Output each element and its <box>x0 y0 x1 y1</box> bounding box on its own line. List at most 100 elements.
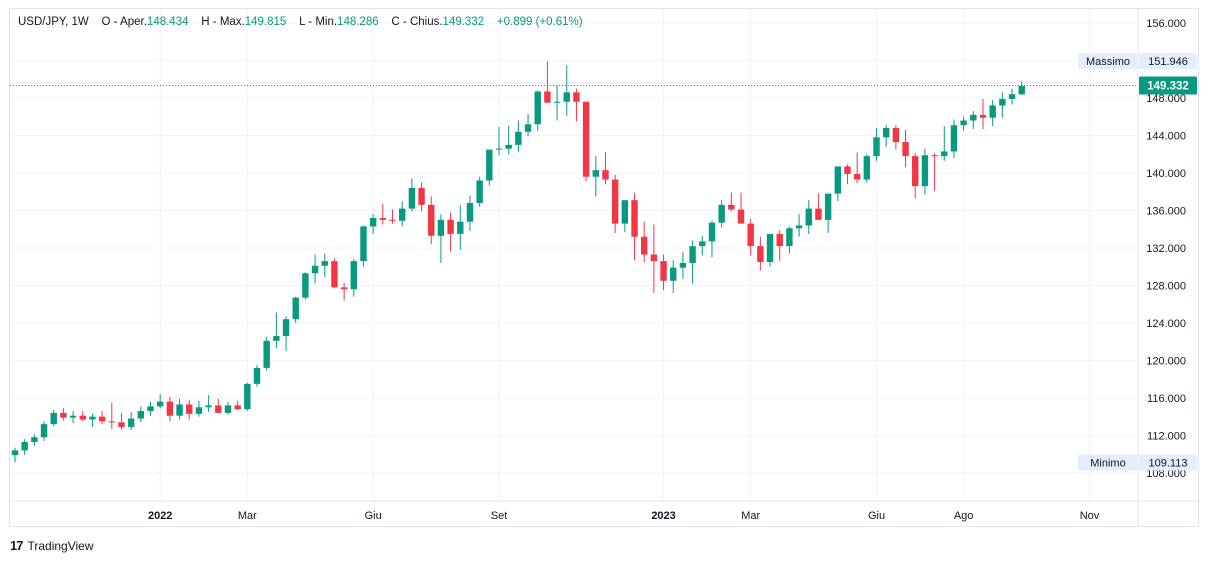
candle <box>98 411 106 425</box>
candle-body <box>215 405 222 413</box>
candle-body <box>408 187 416 209</box>
x-tick-label: Giu <box>365 510 382 522</box>
candle-body <box>718 204 725 223</box>
candle-body <box>205 405 212 408</box>
candle <box>582 101 590 182</box>
candle-body <box>534 91 541 125</box>
brand-name: TradingView <box>27 538 94 553</box>
candle <box>573 88 580 122</box>
candle-body <box>689 246 696 263</box>
candle-body <box>147 406 154 412</box>
candle <box>224 401 232 415</box>
candle-body <box>650 254 658 262</box>
x-tick-label: Giu <box>868 510 885 522</box>
legend-symbol[interactable]: USD/JPY, 1W <box>18 16 89 28</box>
candle <box>553 85 561 121</box>
candle <box>302 272 309 300</box>
candle-body <box>786 228 793 247</box>
price-axis[interactable]: 156.000152.000148.000144.000140.000136.0… <box>1078 18 1197 480</box>
candle <box>147 401 154 416</box>
legend-close-value: 149.332 <box>442 16 485 28</box>
candle-body <box>941 151 948 157</box>
candle-body <box>592 170 599 177</box>
candle-body <box>524 124 532 132</box>
candle-body <box>999 98 1006 106</box>
ohlc-legend: USD/JPY, 1W O - Aper.148.434 H - Max.149… <box>18 16 583 28</box>
candle <box>863 154 871 183</box>
candle <box>902 129 909 168</box>
candle <box>137 406 145 423</box>
candle-body <box>340 287 348 290</box>
candle <box>621 200 629 233</box>
candle <box>805 200 812 234</box>
candle-body <box>224 405 232 413</box>
candle-body <box>311 265 319 274</box>
candle <box>311 254 319 284</box>
candle <box>699 235 706 256</box>
candle <box>776 230 783 262</box>
candle-body <box>757 246 764 263</box>
candle <box>379 203 387 225</box>
chart-frame: 149.332 156.000152.000148.000144.000140.… <box>9 8 1199 527</box>
candle-body <box>253 367 261 384</box>
candle <box>79 411 86 422</box>
candle <box>660 254 667 291</box>
candle-body <box>1018 85 1025 95</box>
candle-body <box>495 148 503 150</box>
candle-body <box>292 297 299 320</box>
candle <box>641 221 648 263</box>
candle-body <box>631 200 638 237</box>
candle-body <box>360 226 367 262</box>
candle-body <box>641 236 648 255</box>
candle <box>534 90 541 131</box>
candle <box>118 412 125 430</box>
candlestick-chart[interactable]: 149.332 156.000152.000148.000144.000140.… <box>10 9 1198 526</box>
candle <box>292 296 299 323</box>
candle <box>408 178 416 212</box>
y-tick-label: 120.000 <box>1146 355 1186 367</box>
candle <box>960 116 967 131</box>
candle <box>273 312 280 349</box>
candle <box>476 176 483 207</box>
candle-body <box>912 156 919 187</box>
candle <box>670 260 677 293</box>
candle-body <box>127 418 135 427</box>
candle-body <box>766 233 774 263</box>
x-tick-label: 2023 <box>651 510 675 522</box>
y-tick-label: 116.000 <box>1147 393 1186 405</box>
candle-body <box>282 319 290 337</box>
candle-body <box>466 202 474 222</box>
legend-change: +0.899 (+0.61%) <box>496 16 583 28</box>
candle-body <box>544 91 551 103</box>
candle <box>853 152 861 184</box>
candle-body <box>21 441 28 451</box>
candle-body <box>515 131 522 145</box>
time-axis[interactable]: 2022 Mar Giu Set 2023 Mar Giu Ago Nov <box>148 510 1100 522</box>
max-value-bg <box>1139 53 1197 70</box>
candles <box>11 61 1025 463</box>
candle <box>989 99 996 127</box>
tradingview-logo-icon: 17 <box>10 538 24 553</box>
candle <box>389 209 396 224</box>
candle <box>708 220 716 258</box>
candle-body <box>186 404 193 414</box>
candle-body <box>50 412 57 425</box>
last-price-label: 149.332 <box>1147 81 1189 93</box>
candle <box>234 400 241 411</box>
candle <box>437 214 445 263</box>
candle-body <box>989 105 996 118</box>
max-label: Massimo <box>1086 56 1130 68</box>
candle <box>1018 81 1025 96</box>
candle-body <box>902 142 909 157</box>
legend-open-value: 148.434 <box>146 16 189 28</box>
candle <box>360 225 367 267</box>
candle-body <box>950 125 958 152</box>
candle-body <box>447 219 454 234</box>
legend-high-value: 149.815 <box>244 16 287 28</box>
candle <box>931 153 938 191</box>
candle-body <box>834 166 841 194</box>
tradingview-brand[interactable]: 17 TradingView <box>10 538 94 553</box>
candle-body <box>670 267 677 281</box>
candle <box>321 253 328 278</box>
legend-open-label: O - Aper. <box>101 16 147 28</box>
